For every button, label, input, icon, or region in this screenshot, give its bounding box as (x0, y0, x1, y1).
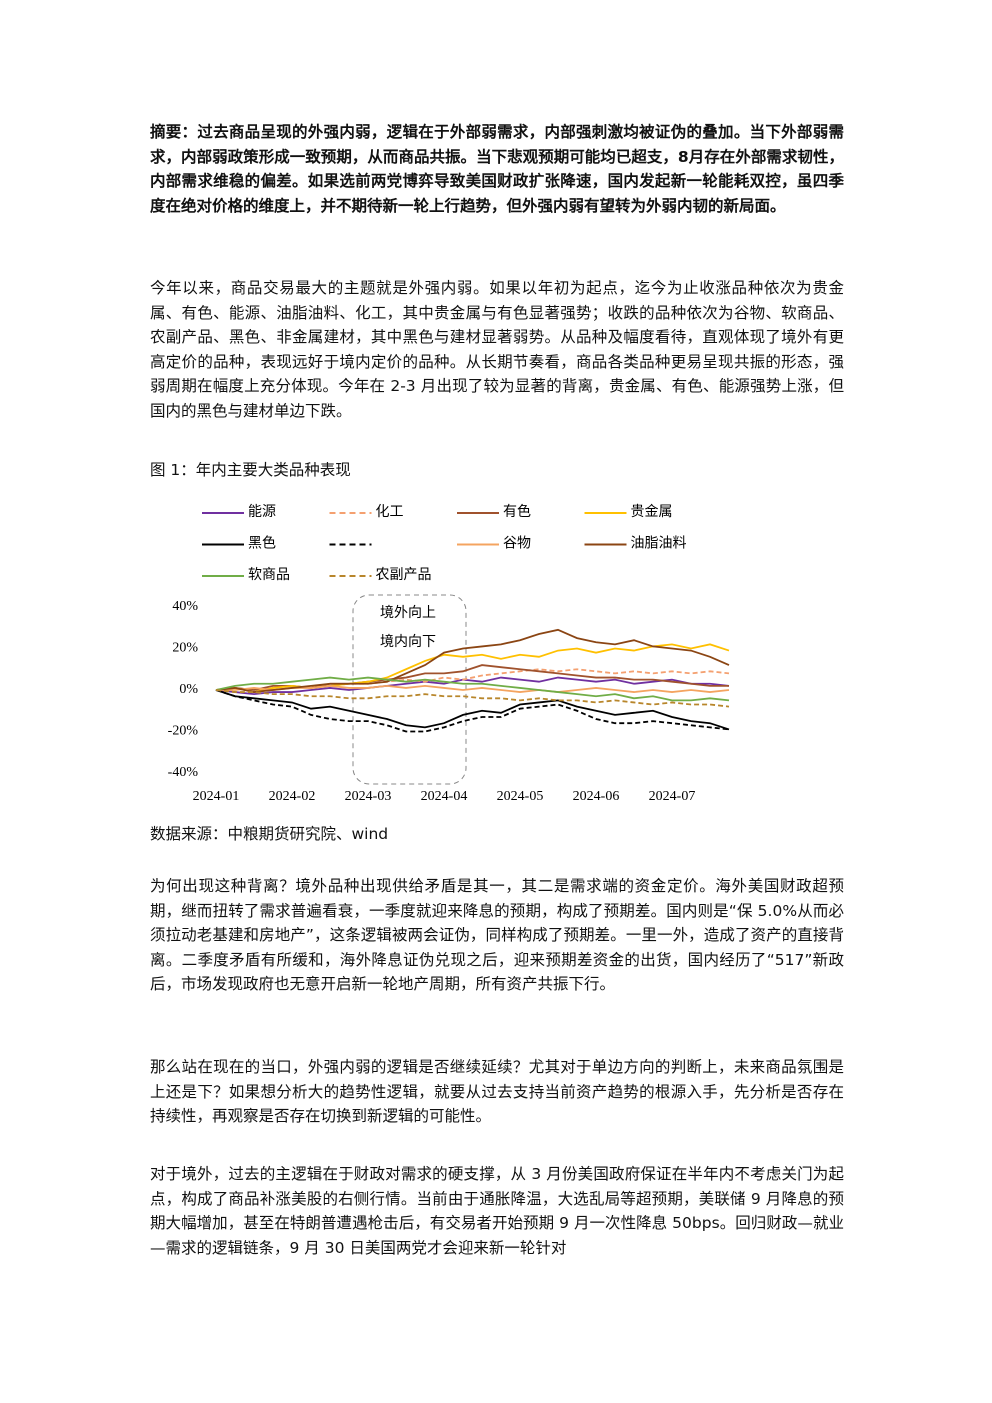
x-tick-label: 2024-07 (649, 789, 696, 804)
y-tick-label: 20% (172, 641, 198, 656)
x-tick-label: 2024-01 (193, 789, 240, 804)
source: 数据来源：中粮期货研究院、wind (150, 825, 389, 843)
paragraph: 对于境外，过去的主逻辑在于财政对需求的硬支撑，从 3 月份美国政府保证在半年内不… (150, 1165, 844, 1257)
legend-label: 能源 (248, 504, 276, 520)
legend-label: 贵金属 (631, 504, 673, 520)
paragraph: 那么站在现在的当口，外强内弱的逻辑是否继续延续？尤其对于单边方向的判断上，未来商… (150, 1058, 844, 1125)
series-line (216, 684, 730, 693)
y-tick-label: 0% (179, 682, 198, 697)
legend-label: 软商品 (248, 567, 290, 583)
legend-label: 有色 (503, 503, 531, 520)
x-tick-label: 2024-06 (573, 789, 620, 804)
x-tick-label: 2024-03 (345, 789, 392, 804)
series-line (215, 668, 730, 691)
figure-caption: 图 1：年内主要大类品种表现 (150, 461, 351, 479)
series-line (215, 689, 730, 733)
legend-label: 化工 (376, 504, 404, 520)
series-line (215, 676, 730, 696)
legend-label: 谷物 (503, 536, 531, 552)
annotation-box (352, 594, 467, 785)
y-tick-label: -40% (168, 765, 199, 780)
y-tick-label: 40% (172, 599, 198, 614)
y-tick-label: -20% (168, 724, 199, 739)
series-line (215, 628, 730, 693)
series-line (215, 676, 730, 702)
legend-label: 黑色 (248, 535, 276, 552)
legend-label: 油脂油料 (631, 536, 687, 552)
x-tick-label: 2024-04 (421, 789, 468, 804)
paragraph: 今年以来，商品交易最大的主题就是外强内弱。如果以年初为起点，迄今为止收涨品种依次… (150, 279, 844, 420)
annotation: 境外向上 (380, 605, 436, 621)
x-tick-label: 2024-05 (497, 789, 544, 804)
x-tick-label: 2024-02 (269, 789, 316, 804)
legend-label: 农副产品 (376, 567, 432, 583)
paragraph: 为何出现这种背离？境外品种出现供给矛盾是其一，其二是需求端的资金定价。海外美国财… (150, 877, 844, 993)
summary: 摘要：过去商品呈现的外强内弱，逻辑在于外部弱需求，内部强刺激均被证伪的叠加。当下… (150, 123, 844, 215)
series-line (215, 689, 730, 708)
annotation: 境内向下 (380, 634, 436, 650)
series-line (215, 689, 730, 731)
